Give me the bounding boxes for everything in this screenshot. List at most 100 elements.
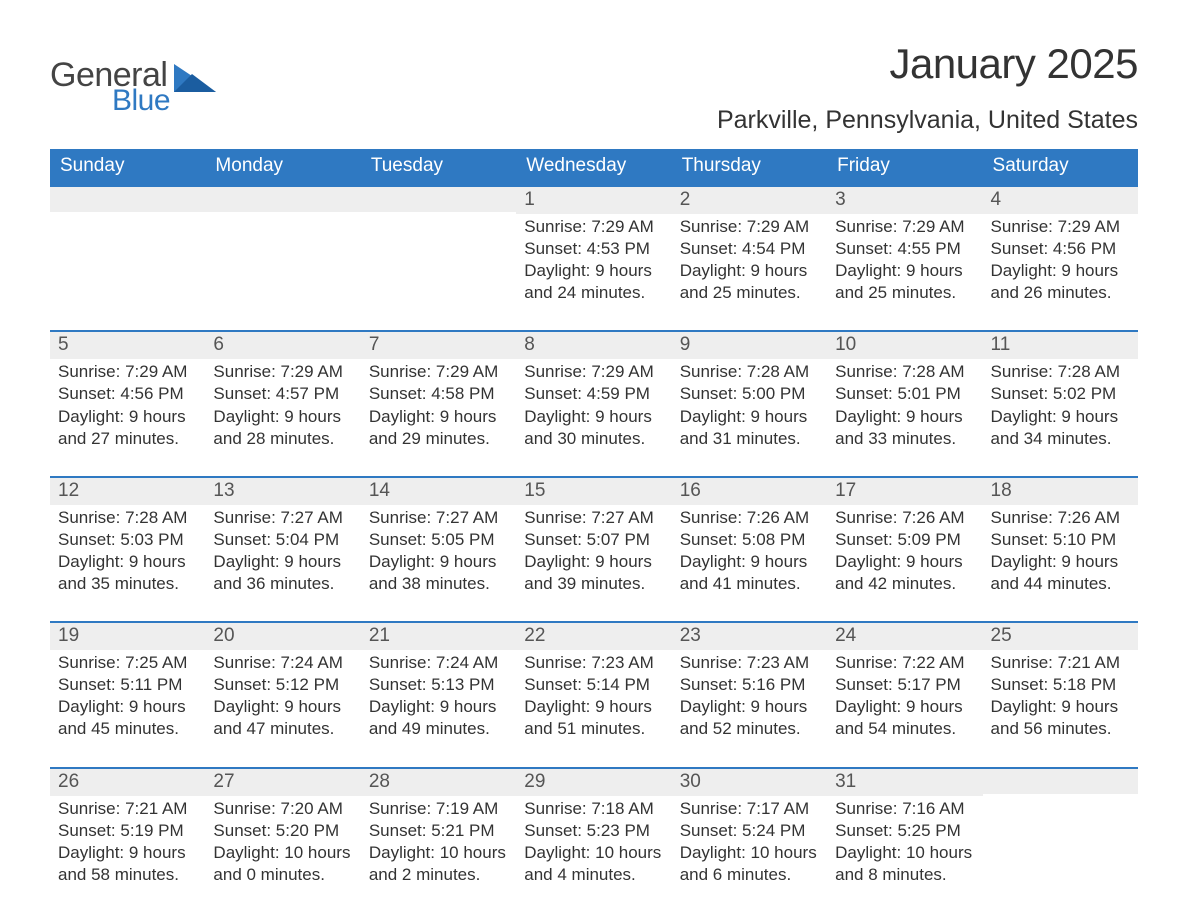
week-row: 5Sunrise: 7:29 AMSunset: 4:56 PMDaylight… <box>50 330 1138 475</box>
sunrise-text: Sunrise: 7:24 AM <box>213 652 352 674</box>
sunset-text: Sunset: 5:18 PM <box>991 674 1130 696</box>
day-content: Sunrise: 7:20 AMSunset: 5:20 PMDaylight:… <box>205 796 360 886</box>
daylight-line2: and 44 minutes. <box>991 573 1130 595</box>
sunrise-text: Sunrise: 7:27 AM <box>369 507 508 529</box>
daylight-line2: and 25 minutes. <box>835 282 974 304</box>
daylight-line2: and 26 minutes. <box>991 282 1130 304</box>
sunset-text: Sunset: 5:19 PM <box>58 820 197 842</box>
day-number: 26 <box>50 769 205 796</box>
day-content: Sunrise: 7:29 AMSunset: 4:53 PMDaylight:… <box>516 214 671 304</box>
day-cell <box>50 185 205 330</box>
day-cell: 31Sunrise: 7:16 AMSunset: 5:25 PMDayligh… <box>827 767 982 912</box>
day-cell: 22Sunrise: 7:23 AMSunset: 5:14 PMDayligh… <box>516 621 671 766</box>
daylight-line2: and 38 minutes. <box>369 573 508 595</box>
day-cell: 23Sunrise: 7:23 AMSunset: 5:16 PMDayligh… <box>672 621 827 766</box>
daylight-line2: and 36 minutes. <box>213 573 352 595</box>
sunset-text: Sunset: 4:56 PM <box>58 383 197 405</box>
sunset-text: Sunset: 5:12 PM <box>213 674 352 696</box>
day-content: Sunrise: 7:24 AMSunset: 5:13 PMDaylight:… <box>361 650 516 740</box>
day-content: Sunrise: 7:22 AMSunset: 5:17 PMDaylight:… <box>827 650 982 740</box>
sunrise-text: Sunrise: 7:27 AM <box>524 507 663 529</box>
daylight-line1: Daylight: 9 hours <box>991 551 1130 573</box>
daylight-line2: and 25 minutes. <box>680 282 819 304</box>
day-cell: 17Sunrise: 7:26 AMSunset: 5:09 PMDayligh… <box>827 476 982 621</box>
day-content: Sunrise: 7:29 AMSunset: 4:59 PMDaylight:… <box>516 359 671 449</box>
location: Parkville, Pennsylvania, United States <box>717 106 1138 135</box>
daylight-line2: and 33 minutes. <box>835 428 974 450</box>
day-cell: 1Sunrise: 7:29 AMSunset: 4:53 PMDaylight… <box>516 185 671 330</box>
daylight-line2: and 58 minutes. <box>58 864 197 886</box>
day-content: Sunrise: 7:25 AMSunset: 5:11 PMDaylight:… <box>50 650 205 740</box>
daylight-line1: Daylight: 9 hours <box>991 260 1130 282</box>
sunrise-text: Sunrise: 7:29 AM <box>991 216 1130 238</box>
day-cell: 30Sunrise: 7:17 AMSunset: 5:24 PMDayligh… <box>672 767 827 912</box>
day-cell: 2Sunrise: 7:29 AMSunset: 4:54 PMDaylight… <box>672 185 827 330</box>
day-number: 13 <box>205 478 360 505</box>
weekday-header: Saturday <box>983 149 1138 185</box>
daylight-line1: Daylight: 9 hours <box>835 406 974 428</box>
sunrise-text: Sunrise: 7:29 AM <box>369 361 508 383</box>
daylight-line1: Daylight: 10 hours <box>213 842 352 864</box>
day-content: Sunrise: 7:23 AMSunset: 5:16 PMDaylight:… <box>672 650 827 740</box>
day-cell <box>983 767 1138 912</box>
sunset-text: Sunset: 5:13 PM <box>369 674 508 696</box>
day-content: Sunrise: 7:29 AMSunset: 4:58 PMDaylight:… <box>361 359 516 449</box>
day-content: Sunrise: 7:29 AMSunset: 4:55 PMDaylight:… <box>827 214 982 304</box>
sunset-text: Sunset: 5:01 PM <box>835 383 974 405</box>
day-content: Sunrise: 7:28 AMSunset: 5:03 PMDaylight:… <box>50 505 205 595</box>
sunrise-text: Sunrise: 7:26 AM <box>680 507 819 529</box>
day-cell: 25Sunrise: 7:21 AMSunset: 5:18 PMDayligh… <box>983 621 1138 766</box>
weekday-header-row: SundayMondayTuesdayWednesdayThursdayFrid… <box>50 149 1138 185</box>
day-cell: 7Sunrise: 7:29 AMSunset: 4:58 PMDaylight… <box>361 330 516 475</box>
day-content: Sunrise: 7:28 AMSunset: 5:01 PMDaylight:… <box>827 359 982 449</box>
day-number: 27 <box>205 769 360 796</box>
daylight-line1: Daylight: 10 hours <box>835 842 974 864</box>
day-number: 23 <box>672 623 827 650</box>
sunset-text: Sunset: 5:03 PM <box>58 529 197 551</box>
daylight-line1: Daylight: 9 hours <box>524 406 663 428</box>
day-number: 6 <box>205 332 360 359</box>
day-number: 19 <box>50 623 205 650</box>
daylight-line2: and 30 minutes. <box>524 428 663 450</box>
sunset-text: Sunset: 4:55 PM <box>835 238 974 260</box>
daylight-line2: and 49 minutes. <box>369 718 508 740</box>
sunset-text: Sunset: 4:57 PM <box>213 383 352 405</box>
sunset-text: Sunset: 4:59 PM <box>524 383 663 405</box>
daylight-line1: Daylight: 9 hours <box>524 696 663 718</box>
day-number: 9 <box>672 332 827 359</box>
sunrise-text: Sunrise: 7:28 AM <box>680 361 819 383</box>
logo-triangle-icon <box>174 64 216 92</box>
day-cell: 5Sunrise: 7:29 AMSunset: 4:56 PMDaylight… <box>50 330 205 475</box>
weekday-header: Thursday <box>672 149 827 185</box>
sunset-text: Sunset: 5:16 PM <box>680 674 819 696</box>
sunset-text: Sunset: 5:09 PM <box>835 529 974 551</box>
day-cell: 9Sunrise: 7:28 AMSunset: 5:00 PMDaylight… <box>672 330 827 475</box>
daylight-line2: and 2 minutes. <box>369 864 508 886</box>
day-number: 4 <box>983 187 1138 214</box>
daylight-line1: Daylight: 9 hours <box>524 260 663 282</box>
daylight-line1: Daylight: 9 hours <box>58 842 197 864</box>
sunrise-text: Sunrise: 7:29 AM <box>58 361 197 383</box>
sunrise-text: Sunrise: 7:27 AM <box>213 507 352 529</box>
title-block: January 2025 Parkville, Pennsylvania, Un… <box>717 40 1138 135</box>
day-number: 14 <box>361 478 516 505</box>
day-number: 12 <box>50 478 205 505</box>
day-content: Sunrise: 7:26 AMSunset: 5:08 PMDaylight:… <box>672 505 827 595</box>
sunrise-text: Sunrise: 7:19 AM <box>369 798 508 820</box>
sunset-text: Sunset: 5:07 PM <box>524 529 663 551</box>
sunset-text: Sunset: 5:11 PM <box>58 674 197 696</box>
day-number: 15 <box>516 478 671 505</box>
sunrise-text: Sunrise: 7:26 AM <box>835 507 974 529</box>
daylight-line2: and 42 minutes. <box>835 573 974 595</box>
day-content: Sunrise: 7:26 AMSunset: 5:10 PMDaylight:… <box>983 505 1138 595</box>
daylight-line2: and 0 minutes. <box>213 864 352 886</box>
logo-word-blue: Blue <box>112 86 170 116</box>
daylight-line1: Daylight: 9 hours <box>680 406 819 428</box>
day-number <box>50 187 205 212</box>
day-content: Sunrise: 7:28 AMSunset: 5:02 PMDaylight:… <box>983 359 1138 449</box>
day-content: Sunrise: 7:16 AMSunset: 5:25 PMDaylight:… <box>827 796 982 886</box>
day-number: 28 <box>361 769 516 796</box>
day-number: 22 <box>516 623 671 650</box>
sunrise-text: Sunrise: 7:29 AM <box>680 216 819 238</box>
day-cell: 27Sunrise: 7:20 AMSunset: 5:20 PMDayligh… <box>205 767 360 912</box>
